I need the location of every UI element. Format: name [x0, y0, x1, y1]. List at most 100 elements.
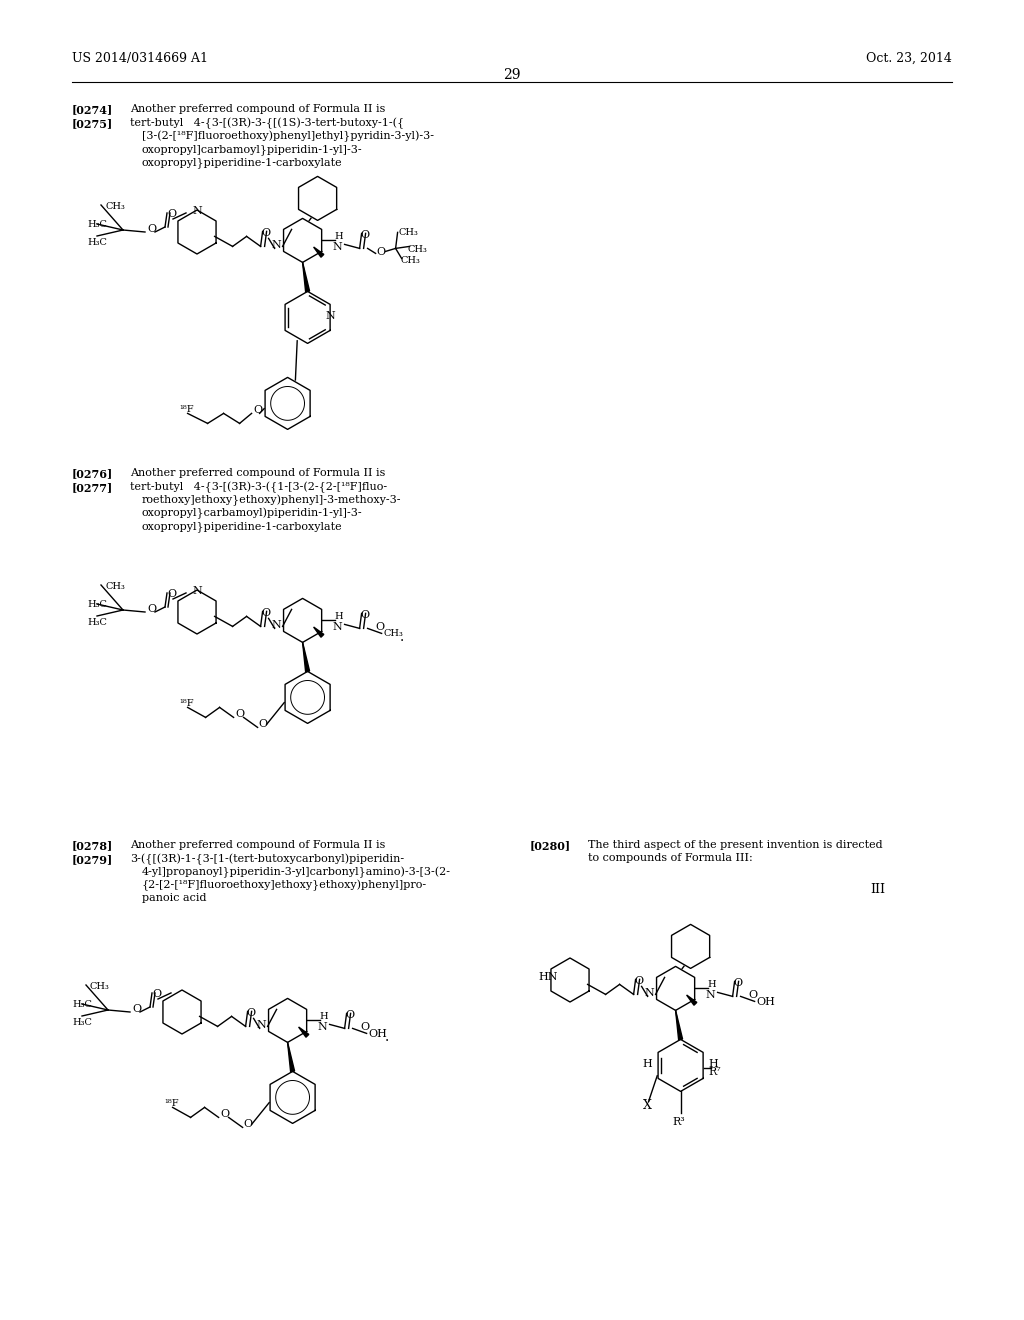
Text: [0275]: [0275]: [72, 117, 114, 129]
Text: N: N: [644, 989, 654, 998]
Text: OH: OH: [757, 998, 775, 1007]
Text: III: III: [870, 883, 885, 896]
Text: O: O: [236, 709, 245, 719]
Text: Another preferred compound of Formula II is: Another preferred compound of Formula II…: [130, 840, 385, 850]
Text: N: N: [271, 240, 282, 251]
Text: CH₃: CH₃: [105, 202, 125, 211]
Text: O: O: [635, 977, 644, 986]
Text: 29: 29: [503, 69, 521, 82]
Polygon shape: [303, 263, 309, 292]
Text: H₃C: H₃C: [72, 1018, 92, 1027]
Text: N: N: [333, 243, 342, 252]
Text: ¹⁸F: ¹⁸F: [179, 700, 195, 709]
Text: tert-butyl   4-{3-[(3R)-3-{[(1S)-3-tert-butoxy-1-({: tert-butyl 4-{3-[(3R)-3-{[(1S)-3-tert-bu…: [130, 117, 404, 129]
Text: O: O: [259, 719, 267, 730]
Text: [0276]: [0276]: [72, 469, 114, 479]
Text: O: O: [261, 228, 270, 239]
Text: panoic acid: panoic acid: [142, 894, 207, 903]
Text: O: O: [360, 1023, 370, 1032]
Text: N: N: [257, 1020, 266, 1031]
Text: .: .: [399, 631, 403, 644]
Text: N: N: [271, 620, 282, 631]
Text: O: O: [132, 1005, 141, 1014]
Text: H: H: [643, 1060, 652, 1069]
Text: N: N: [317, 1023, 328, 1032]
Polygon shape: [313, 627, 324, 638]
Text: H₃C: H₃C: [87, 618, 106, 627]
Text: H: H: [708, 981, 716, 990]
Text: O: O: [254, 405, 263, 416]
Text: [0274]: [0274]: [72, 104, 114, 115]
Text: ¹⁸F: ¹⁸F: [165, 1100, 179, 1109]
Text: oxopropyl}carbamoyl)piperidin-1-yl]-3-: oxopropyl}carbamoyl)piperidin-1-yl]-3-: [142, 508, 362, 519]
Text: N: N: [193, 206, 202, 216]
Text: R³: R³: [673, 1118, 685, 1127]
Text: tert-butyl   4-{3-[(3R)-3-({1-[3-(2-{2-[¹⁸F]fluo-: tert-butyl 4-{3-[(3R)-3-({1-[3-(2-{2-[¹⁸…: [130, 482, 387, 494]
Text: {2-[2-[¹⁸F]fluoroethoxy]ethoxy}ethoxy)phenyl]pro-: {2-[2-[¹⁸F]fluoroethoxy]ethoxy}ethoxy)ph…: [142, 880, 427, 891]
Text: CH₃: CH₃: [90, 982, 110, 991]
Text: O: O: [167, 589, 176, 599]
Text: O: O: [376, 623, 385, 632]
Polygon shape: [313, 247, 324, 257]
Text: [3-(2-[¹⁸F]fluoroethoxy)phenyl]ethyl}pyridin-3-yl)-3-: [3-(2-[¹⁸F]fluoroethoxy)phenyl]ethyl}pyr…: [142, 131, 434, 143]
Text: H: H: [335, 612, 343, 622]
Text: O: O: [360, 610, 370, 620]
Text: ¹⁸F: ¹⁸F: [179, 405, 195, 414]
Text: O: O: [247, 1008, 256, 1019]
Text: 4-yl]propanoyl}piperidin-3-yl]carbonyl}amino)-3-[3-(2-: 4-yl]propanoyl}piperidin-3-yl]carbonyl}a…: [142, 867, 451, 878]
Text: N: N: [706, 990, 716, 1001]
Text: H: H: [709, 1060, 719, 1069]
Text: Another preferred compound of Formula II is: Another preferred compound of Formula II…: [130, 469, 385, 478]
Polygon shape: [687, 995, 696, 1006]
Text: [0278]: [0278]: [72, 840, 114, 851]
Text: .: .: [385, 1031, 389, 1044]
Text: CH₃: CH₃: [400, 256, 421, 265]
Text: CH₃: CH₃: [105, 582, 125, 591]
Text: O: O: [261, 609, 270, 618]
Text: X: X: [643, 1100, 651, 1113]
Text: H: H: [335, 232, 343, 242]
Text: HN: HN: [538, 972, 557, 982]
Text: O: O: [147, 224, 156, 234]
Text: US 2014/0314669 A1: US 2014/0314669 A1: [72, 51, 208, 65]
Text: Oct. 23, 2014: Oct. 23, 2014: [866, 51, 952, 65]
Text: OH: OH: [369, 1030, 387, 1039]
Text: O: O: [152, 989, 161, 999]
Text: H₃C: H₃C: [87, 601, 106, 609]
Text: O: O: [377, 247, 386, 257]
Text: oxopropyl}piperidine-1-carboxylate: oxopropyl}piperidine-1-carboxylate: [142, 521, 343, 532]
Text: roethoxy]ethoxy}ethoxy)phenyl]-3-methoxy-3-: roethoxy]ethoxy}ethoxy)phenyl]-3-methoxy…: [142, 495, 401, 507]
Text: CH₃: CH₃: [398, 228, 419, 238]
Polygon shape: [288, 1043, 295, 1072]
Text: O: O: [167, 209, 176, 219]
Text: oxopropyl]carbamoyl}piperidin-1-yl]-3-: oxopropyl]carbamoyl}piperidin-1-yl]-3-: [142, 144, 362, 154]
Text: N: N: [193, 586, 202, 597]
Text: 3-({[(3R)-1-{3-[1-(tert-butoxycarbonyl)piperidin-: 3-({[(3R)-1-{3-[1-(tert-butoxycarbonyl)p…: [130, 854, 404, 866]
Text: [0279]: [0279]: [72, 854, 114, 865]
Polygon shape: [676, 1010, 683, 1040]
Text: O: O: [749, 990, 758, 1001]
Text: The third aspect of the present invention is directed: The third aspect of the present inventio…: [588, 840, 883, 850]
Text: O: O: [346, 1010, 354, 1020]
Text: O: O: [360, 231, 370, 240]
Text: H₃C: H₃C: [87, 220, 106, 228]
Text: O: O: [220, 1109, 229, 1119]
Text: N: N: [326, 312, 336, 321]
Text: CH₃: CH₃: [408, 246, 427, 255]
Text: O: O: [733, 978, 742, 989]
Text: to compounds of Formula III:: to compounds of Formula III:: [588, 853, 753, 863]
Text: H₃C: H₃C: [72, 1001, 92, 1008]
Text: R⁷: R⁷: [709, 1067, 721, 1077]
Text: N: N: [333, 623, 342, 632]
Text: [0280]: [0280]: [530, 840, 571, 851]
Text: [0277]: [0277]: [72, 482, 114, 492]
Text: O: O: [147, 605, 156, 614]
Polygon shape: [303, 643, 309, 672]
Text: CH₃: CH₃: [384, 630, 403, 639]
Polygon shape: [299, 1027, 309, 1038]
Text: H: H: [319, 1012, 329, 1022]
Text: oxopropyl}piperidine-1-carboxylate: oxopropyl}piperidine-1-carboxylate: [142, 157, 343, 168]
Text: Another preferred compound of Formula II is: Another preferred compound of Formula II…: [130, 104, 385, 114]
Text: H₃C: H₃C: [87, 238, 106, 247]
Text: O: O: [244, 1119, 253, 1130]
